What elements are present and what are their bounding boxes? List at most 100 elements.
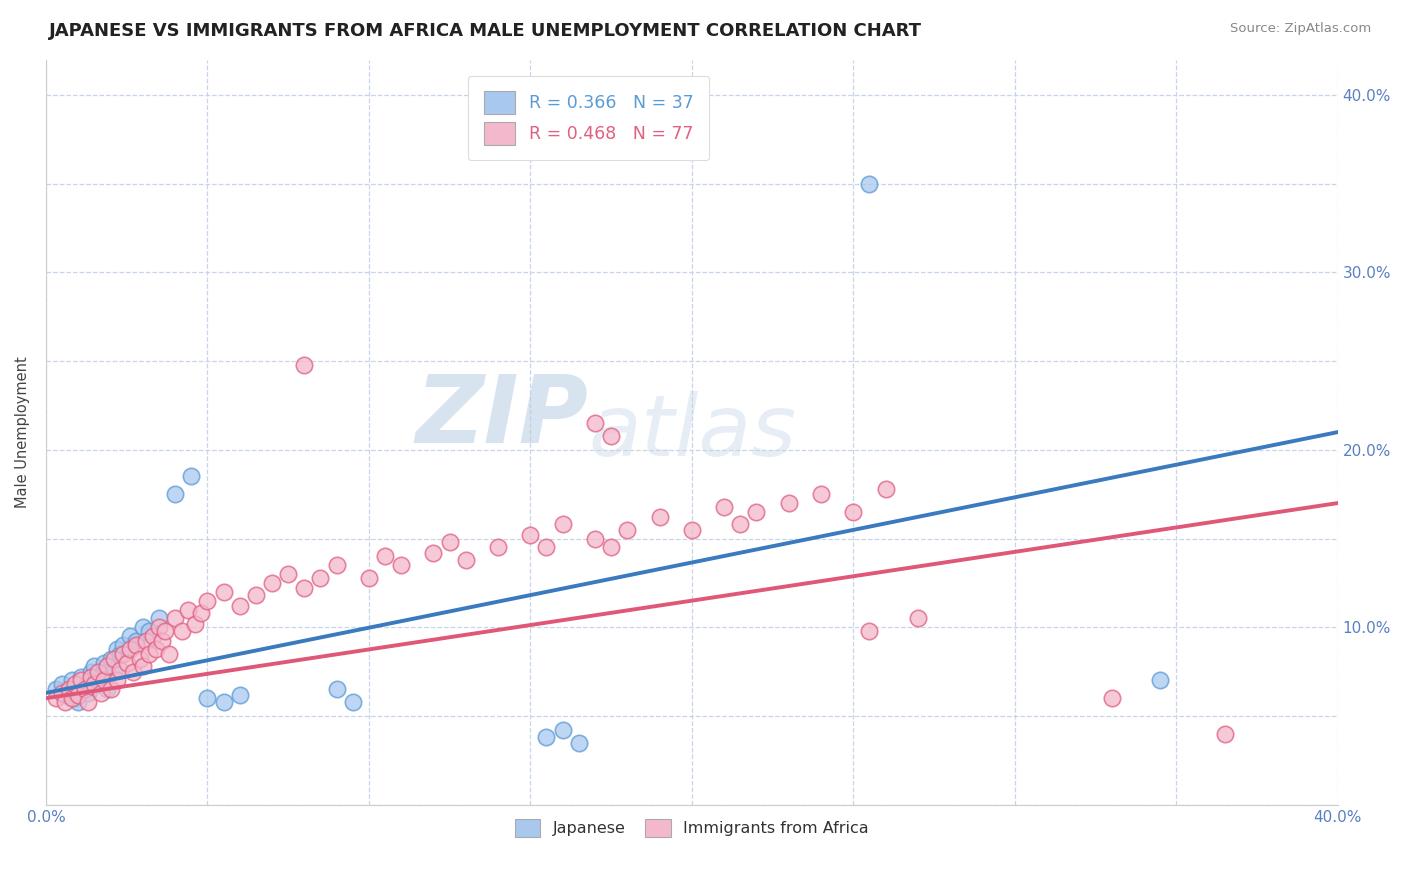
Point: [292, 581, 315, 595]
Point: [600, 428, 623, 442]
Point: [183, 616, 205, 631]
Point: [80, 665, 103, 679]
Point: [103, 652, 125, 666]
Point: [90, 668, 112, 682]
Point: [228, 688, 250, 702]
Point: [551, 517, 574, 532]
Point: [148, 611, 170, 625]
Point: [51, 686, 73, 700]
Point: [170, 624, 193, 638]
Point: [519, 528, 541, 542]
Point: [53, 695, 76, 709]
Point: [63, 677, 86, 691]
Text: ZIP: ZIP: [416, 371, 589, 463]
Point: [260, 575, 283, 590]
Point: [342, 695, 364, 709]
Point: [80, 670, 103, 684]
Point: [125, 638, 148, 652]
Y-axis label: Male Unemployment: Male Unemployment: [15, 356, 30, 508]
Point: [70, 670, 93, 684]
Point: [157, 647, 180, 661]
Point: [778, 496, 800, 510]
Point: [128, 652, 150, 666]
Point: [93, 673, 115, 688]
Point: [486, 541, 509, 555]
Point: [165, 611, 187, 625]
Point: [212, 584, 235, 599]
Point: [422, 546, 444, 560]
Point: [810, 487, 832, 501]
Point: [51, 677, 73, 691]
Point: [292, 358, 315, 372]
Point: [83, 677, 105, 691]
Point: [96, 659, 118, 673]
Point: [177, 602, 200, 616]
Point: [713, 500, 735, 514]
Point: [118, 629, 141, 643]
Point: [245, 588, 267, 602]
Point: [45, 682, 67, 697]
Point: [1213, 727, 1236, 741]
Point: [135, 634, 157, 648]
Point: [110, 663, 132, 677]
Point: [858, 624, 880, 638]
Point: [112, 647, 135, 661]
Point: [138, 647, 160, 661]
Point: [681, 523, 703, 537]
Point: [190, 606, 212, 620]
Point: [103, 663, 125, 677]
Point: [73, 682, 96, 697]
Point: [197, 593, 219, 607]
Point: [536, 541, 558, 555]
Point: [212, 695, 235, 709]
Point: [600, 541, 623, 555]
Point: [100, 652, 122, 666]
Point: [83, 659, 105, 673]
Point: [67, 695, 90, 709]
Point: [454, 553, 477, 567]
Point: [309, 571, 332, 585]
Point: [145, 641, 167, 656]
Point: [112, 638, 135, 652]
Point: [745, 505, 768, 519]
Point: [197, 691, 219, 706]
Point: [536, 731, 558, 745]
Point: [357, 571, 380, 585]
Point: [583, 417, 606, 431]
Point: [90, 686, 112, 700]
Point: [105, 673, 128, 688]
Point: [132, 659, 155, 673]
Point: [616, 523, 638, 537]
Point: [86, 677, 108, 691]
Point: [132, 620, 155, 634]
Point: [875, 482, 897, 496]
Point: [58, 682, 80, 697]
Legend: Japanese, Immigrants from Africa: Japanese, Immigrants from Africa: [506, 811, 877, 845]
Text: Source: ZipAtlas.com: Source: ZipAtlas.com: [1230, 22, 1371, 36]
Point: [105, 641, 128, 656]
Point: [73, 681, 96, 695]
Point: [45, 691, 67, 706]
Point: [70, 673, 93, 688]
Point: [583, 532, 606, 546]
Point: [858, 177, 880, 191]
Point: [180, 469, 202, 483]
Point: [568, 735, 591, 749]
Text: atlas: atlas: [589, 391, 796, 474]
Point: [325, 682, 347, 697]
Point: [728, 517, 751, 532]
Point: [125, 634, 148, 648]
Point: [842, 505, 865, 519]
Text: JAPANESE VS IMMIGRANTS FROM AFRICA MALE UNEMPLOYMENT CORRELATION CHART: JAPANESE VS IMMIGRANTS FROM AFRICA MALE …: [49, 22, 922, 40]
Point: [60, 673, 83, 688]
Point: [1149, 673, 1171, 688]
Point: [93, 656, 115, 670]
Point: [148, 620, 170, 634]
Point: [648, 510, 671, 524]
Point: [150, 634, 173, 648]
Point: [551, 723, 574, 738]
Point: [63, 691, 86, 706]
Point: [118, 641, 141, 656]
Point: [60, 691, 83, 706]
Point: [77, 686, 100, 700]
